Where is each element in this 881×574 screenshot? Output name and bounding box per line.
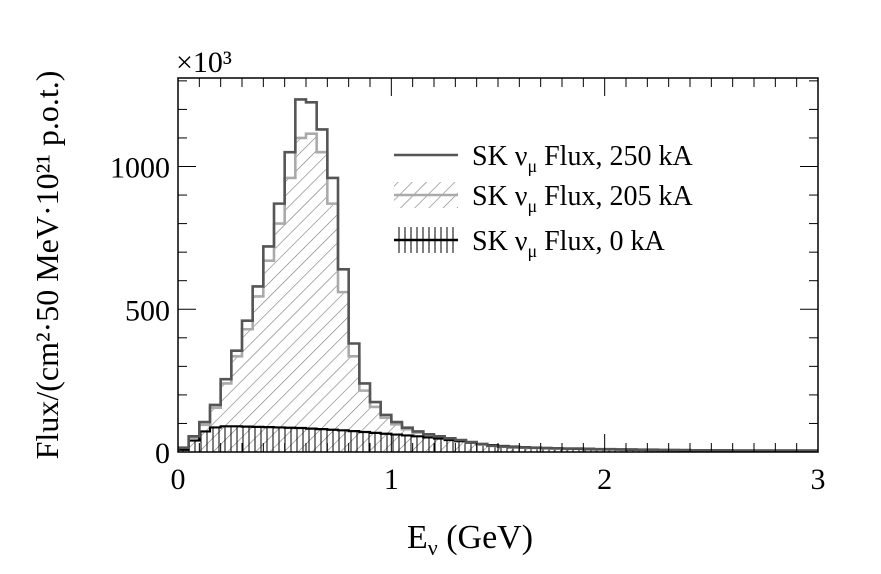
y-multiplier-label: ×10³ [176,46,232,79]
x-tick-labels: 0 1 2 3 [171,463,826,496]
legend-entry-2: SK νμ Flux, 0 kA [394,226,665,261]
x-tick-label: 0 [171,463,186,496]
y-tick-label: 0 [155,437,170,470]
y-axis-label: Flux/(cm²·50 MeV·10²¹ p.o.t.) [29,71,65,460]
legend-entry-0: SK νμ Flux, 250 kA [394,141,693,176]
x-axis-label-sub: ν [428,535,438,560]
x-axis-label-rest: (GeV) [438,519,533,556]
x-axis-label-main: E [407,519,428,556]
x-tick-label: 1 [384,463,399,496]
legend: SK νμ Flux, 250 kA SK νμ Flux, 205 kA SK ν… [394,141,693,261]
legend-entry-1: SK νμ Flux, 205 kA [394,181,693,216]
plot-area [178,98,818,452]
y-tick-label: 500 [125,294,170,327]
series-line-0 [178,98,818,452]
axis-ticks [177,78,819,453]
y-tick-labels: 0 500 1000 [110,152,170,470]
x-tick-label: 2 [597,463,612,496]
legend-label: SK νμ Flux, 250 kA [472,141,693,176]
legend-label: SK νμ Flux, 205 kA [472,181,693,216]
legend-label: SK νμ Flux, 0 kA [472,226,665,261]
x-tick-label: 3 [811,463,826,496]
series-fill-2 [178,426,818,452]
y-tick-label: 1000 [110,152,170,185]
x-axis-label: Eν (GeV) [407,519,533,560]
